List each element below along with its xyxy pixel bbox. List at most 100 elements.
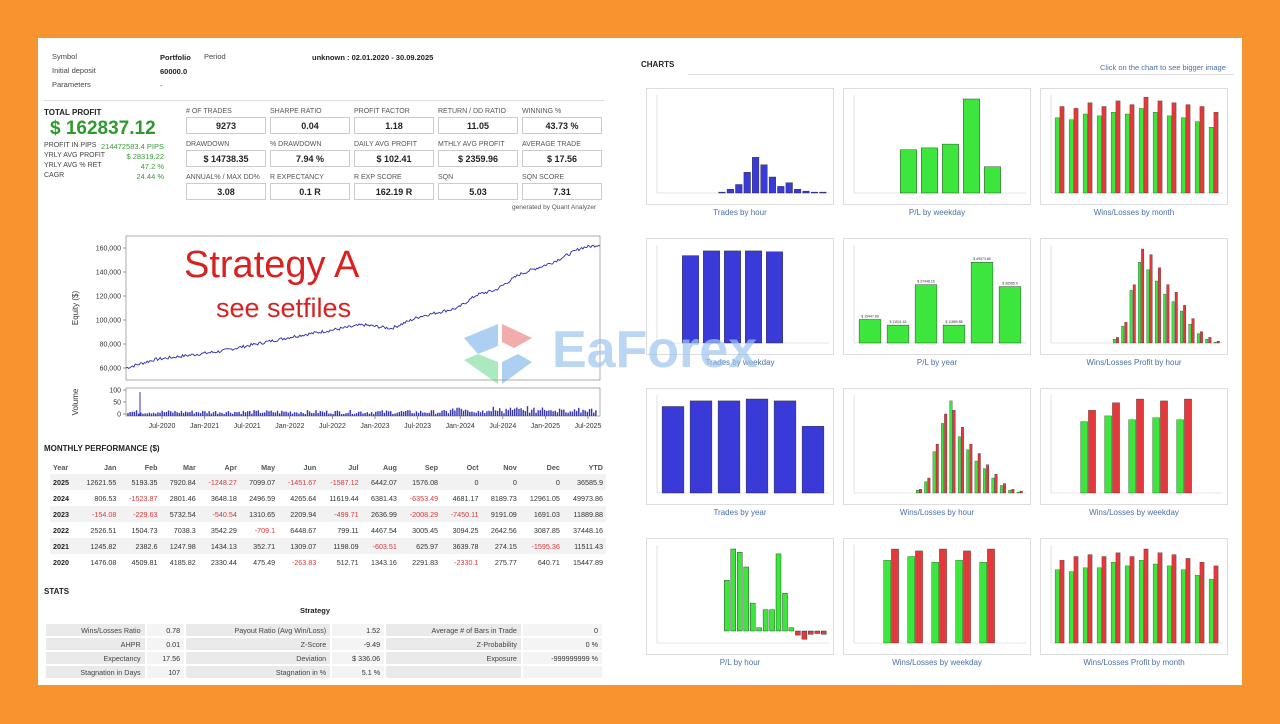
chart-thumbnail[interactable] [843, 388, 1031, 505]
chart-thumbnail[interactable] [843, 88, 1031, 205]
chart-thumbnail[interactable] [1040, 238, 1228, 355]
stat-label: Expectancy [46, 652, 145, 664]
win-bar [1180, 569, 1186, 644]
volume-axis-label: Volume [71, 388, 80, 415]
bar [745, 398, 769, 494]
thumbnail-plot [853, 545, 1026, 644]
chart-caption[interactable]: Trades by weekday [705, 358, 775, 367]
win-bar [1213, 341, 1217, 344]
win-bar [1194, 121, 1200, 194]
bar [726, 188, 734, 194]
chart-caption[interactable]: P/L by hour [719, 658, 761, 667]
column-header: Sep [424, 462, 439, 472]
chart-thumbnail[interactable] [646, 88, 834, 205]
win-bar [1154, 280, 1158, 344]
loss-bar [1087, 102, 1093, 194]
month-cell: 11619.44 [329, 493, 359, 503]
column-header: May [261, 462, 276, 472]
volume-tick-label: 100 [109, 388, 121, 395]
month-cell: -499.71 [319, 506, 362, 522]
win-bar [1054, 569, 1060, 644]
stat-label: Stagnation in Days [46, 666, 145, 678]
month-cell: 1691.03 [519, 506, 563, 522]
loss-bar [1101, 106, 1107, 194]
kpi-value: 7.31 [522, 183, 602, 200]
chart-thumbnail[interactable] [1040, 388, 1228, 505]
volume-plot-area [125, 387, 601, 417]
chart-thumbnail[interactable] [1040, 538, 1228, 655]
chart-caption[interactable]: P/L by weekday [908, 208, 966, 217]
chart-caption[interactable]: Wins/Losses by month [1093, 208, 1175, 217]
month-cell: 6381.43 [370, 493, 397, 503]
win-bar [1152, 563, 1158, 644]
chart-thumbnail[interactable] [646, 238, 834, 355]
stat-label: AHPR [46, 638, 145, 650]
bar [886, 324, 910, 344]
win-bar [1110, 562, 1116, 644]
kpi-value: 0.04 [270, 117, 350, 134]
bar [858, 319, 882, 344]
column-header: Aug [382, 462, 397, 472]
win-bar [932, 451, 936, 494]
profit-summary-row: PROFIT IN PIPS 214472583.4 PIPS [44, 142, 164, 152]
win-bar [907, 556, 915, 644]
chart-caption[interactable]: Wins/Losses by hour [899, 508, 975, 517]
year-cell: 2020 [53, 557, 69, 567]
x-tick-label: Jul-2020 [149, 423, 176, 430]
chart-caption[interactable]: Wins/Losses Profit by month [1083, 658, 1185, 667]
loss-bar [963, 550, 971, 644]
chart-thumbnail[interactable] [1040, 88, 1228, 205]
stats-column-title: Strategy [300, 606, 331, 615]
stat-label: Wins/Losses Ratio [46, 624, 145, 636]
total-profit-label: TOTAL PROFIT [44, 108, 102, 117]
chart-caption[interactable]: P/L by year [916, 358, 958, 367]
kpi-value: $ 14738.35 [186, 150, 266, 167]
kpi-label: SQN SCORE [522, 174, 565, 181]
charts-hint-link[interactable]: Click on the chart to see bigger image [1100, 63, 1226, 72]
equity-curve [125, 244, 601, 369]
year-cell: 2024 [53, 493, 69, 503]
kpi-label: DAILY AVG PROFIT [354, 141, 418, 148]
month-cell: 1343.16 [370, 557, 397, 567]
win-bar [1146, 269, 1150, 344]
bar [785, 182, 793, 194]
stats-table: Wins/Losses Ratio 0.78 Payout Ratio (Avg W… [44, 622, 604, 680]
loss-bar [961, 427, 964, 494]
win-bar [1196, 333, 1200, 344]
month-cell: 274.15 [481, 538, 520, 554]
thumbnail-plot [853, 395, 1026, 494]
loss-bar [1166, 284, 1170, 344]
bar [782, 593, 788, 632]
loss-bar [1213, 112, 1219, 194]
win-bar [1082, 567, 1088, 644]
chart-thumbnail[interactable] [646, 538, 834, 655]
chart-caption[interactable]: Trades by year [713, 508, 767, 517]
kpi-value: $ 2359.96 [438, 150, 518, 167]
chart-caption[interactable]: Wins/Losses by weekday [1089, 508, 1179, 517]
kpi-label: WINNING % [522, 108, 562, 115]
x-tick-label: Jul-2024 [489, 423, 516, 430]
chart-caption[interactable]: Trades by hour [713, 208, 767, 217]
bar [762, 609, 769, 632]
period-label: Period [204, 52, 226, 61]
bar [788, 627, 795, 632]
month-cell: 8189.73 [490, 493, 517, 503]
chart-thumbnail[interactable]: $ 15447.89 $ 11511.43 $ 37448.16 $ 11889.88… [843, 238, 1031, 355]
win-bar [1208, 127, 1214, 194]
y-tick-label: 80,000 [100, 342, 122, 349]
chart-thumbnail[interactable] [843, 538, 1031, 655]
month-cell: -1523.87 [129, 493, 158, 503]
loss-bar [994, 474, 998, 494]
bar [998, 286, 1022, 344]
data-label: $ 49973.86 [973, 257, 991, 261]
x-tick-label: Jan-2021 [190, 423, 219, 430]
chart-caption[interactable]: Wins/Losses Profit by hour [1086, 358, 1182, 367]
chart-thumbnail[interactable] [646, 388, 834, 505]
win-bar [924, 481, 928, 494]
loss-bar [1200, 331, 1203, 344]
chart-caption[interactable]: Wins/Losses by weekday [892, 658, 982, 667]
kpi-label: # OF TRADES [186, 108, 232, 115]
win-bar [1082, 113, 1088, 194]
loss-bar [1199, 562, 1205, 644]
stat-value: 1.52 [332, 624, 385, 636]
